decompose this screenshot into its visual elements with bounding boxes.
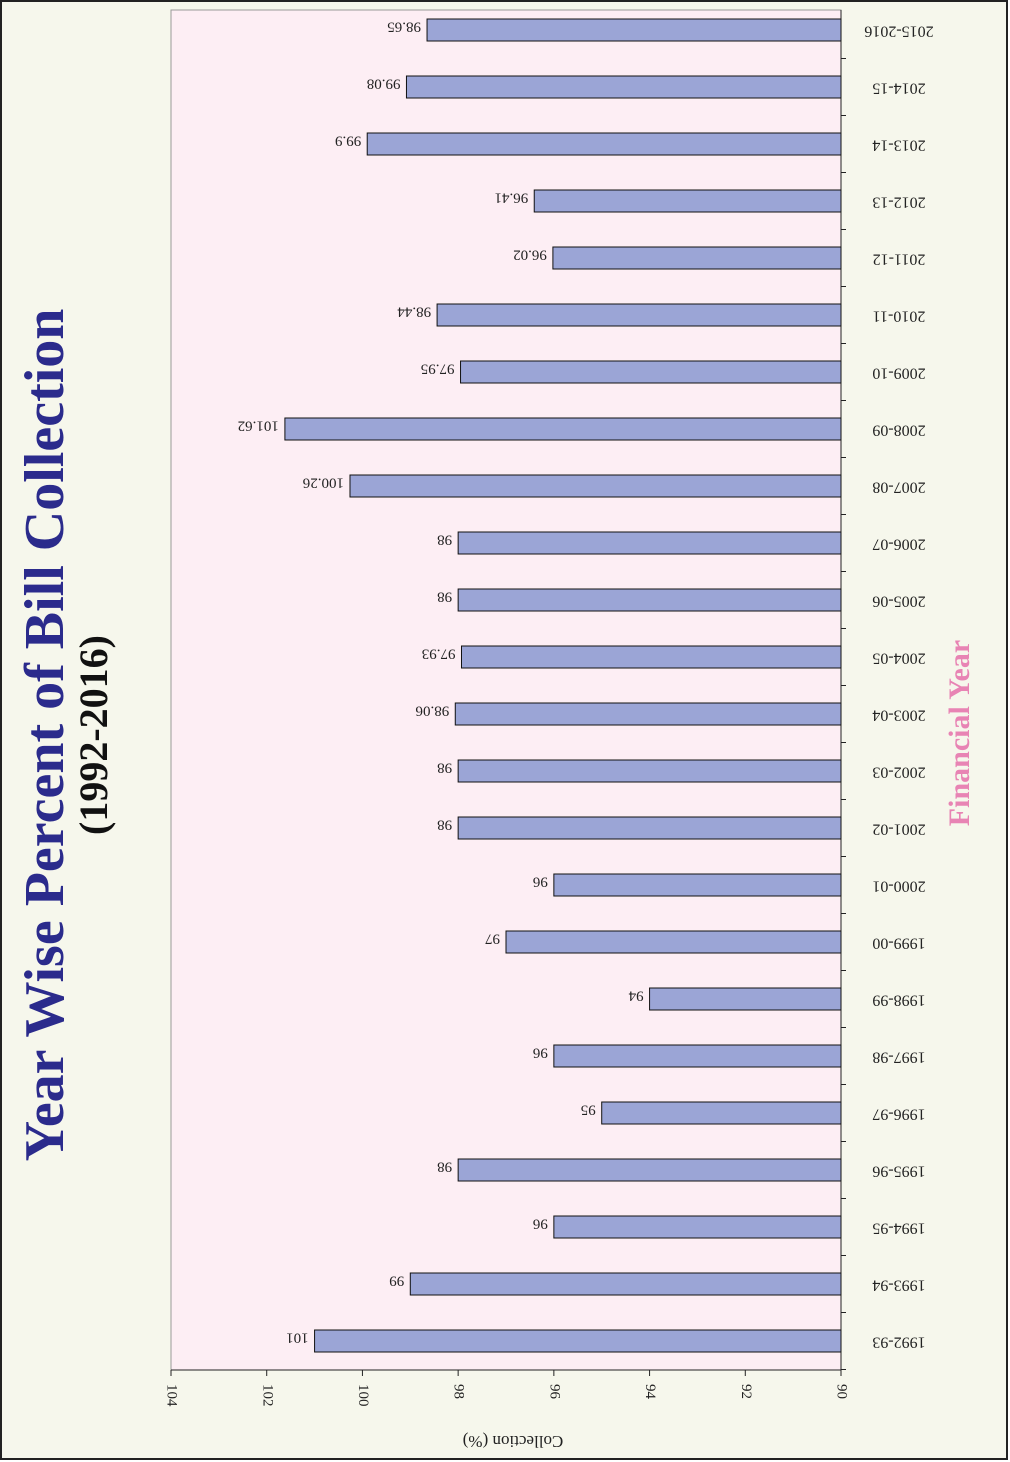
value-label: 98.06: [415, 703, 449, 719]
x-tick-label: 1993-94: [872, 1276, 925, 1293]
bar: [553, 1044, 842, 1068]
bar: [457, 759, 842, 783]
value-label: 95: [581, 1102, 596, 1118]
bar: [314, 1329, 842, 1353]
x-tick-label: 2012-13: [872, 193, 925, 210]
x-tick-label: 1995-96: [872, 1162, 925, 1179]
bar: [533, 189, 842, 213]
value-label: 94: [628, 988, 644, 1004]
y-tick-label: 98: [451, 1384, 467, 1399]
x-tick-label: 2002-03: [872, 763, 925, 780]
value-label: 98: [437, 589, 452, 605]
x-tick-label: 2010-11: [873, 307, 926, 324]
value-label: 99: [389, 1273, 404, 1289]
bar: [284, 417, 842, 441]
bar: [366, 132, 842, 156]
value-label: 98: [437, 760, 452, 776]
bar: [505, 930, 842, 954]
value-label: 98.65: [387, 19, 421, 35]
y-tick-label: 96: [546, 1384, 562, 1400]
x-tick-label: 1998-99: [872, 991, 925, 1008]
bar: [552, 246, 842, 270]
value-label: 98: [437, 817, 452, 833]
bar: [460, 360, 842, 384]
y-tick-label: 104: [164, 1384, 180, 1407]
x-tick-label: 2007-08: [872, 478, 925, 495]
value-label: 98.44: [397, 304, 431, 320]
x-tick-label: 2003-04: [872, 706, 925, 723]
x-tick-label: 2008-09: [872, 421, 925, 438]
value-label: 96.41: [494, 190, 528, 206]
value-label: 97: [485, 931, 501, 947]
value-label: 101.62: [238, 418, 279, 434]
value-label: 99.08: [367, 76, 401, 92]
bar: [457, 1158, 842, 1182]
value-label: 96: [532, 1216, 548, 1232]
x-tick-label: 2005-06: [872, 592, 925, 609]
bar: [553, 1215, 842, 1239]
bar: [649, 987, 842, 1011]
x-tick-label: 1996-97: [872, 1105, 925, 1122]
x-tick-label: 2014-15: [872, 79, 925, 96]
value-label: 96.02: [513, 247, 547, 263]
bar: [409, 1272, 842, 1296]
value-label: 96: [532, 874, 548, 890]
y-tick-label: 90: [834, 1384, 850, 1399]
bar: [454, 702, 842, 726]
value-label: 96: [532, 1045, 548, 1061]
category-axis-title: Financial Year: [943, 640, 976, 826]
bar: [426, 18, 842, 42]
x-tick-label: 1994-95: [872, 1219, 925, 1236]
value-label: 99.9: [335, 133, 361, 149]
x-tick-label: 1992-93: [872, 1333, 925, 1350]
y-tick-label: 92: [738, 1384, 754, 1399]
x-tick-label: 2015-2016: [864, 22, 933, 39]
bar: [601, 1101, 842, 1125]
x-tick-label: 2009-10: [872, 364, 925, 381]
y-tick-label: 94: [642, 1384, 658, 1400]
value-label: 97.95: [421, 361, 455, 377]
x-tick-label: 2013-14: [872, 136, 925, 153]
chart-subtitle: (1992-2016): [71, 635, 116, 835]
bar: [436, 303, 842, 327]
bar: [457, 816, 842, 840]
bar: [457, 531, 842, 555]
bar: [460, 645, 842, 669]
bar: [553, 873, 842, 897]
value-label: 100.26: [302, 475, 344, 491]
bar: [349, 474, 842, 498]
x-tick-label: 2000-01: [872, 877, 925, 894]
x-tick-label: 1997-98: [872, 1048, 925, 1065]
chart-title: Year Wise Percent of Bill Collection: [14, 309, 76, 1162]
x-tick-label: 2006-07: [872, 535, 925, 552]
x-tick-label: 2001-02: [872, 820, 925, 837]
bar: [405, 75, 842, 99]
value-axis-title: Collection (%): [463, 1432, 564, 1451]
value-label: 97.93: [422, 646, 456, 662]
x-tick-label: 1999-00: [872, 934, 925, 951]
value-label: 98: [437, 532, 452, 548]
value-label: 98: [437, 1159, 452, 1175]
bar: [457, 588, 842, 612]
plot-area: [170, 9, 842, 1371]
y-tick-label: 100: [355, 1384, 371, 1407]
y-tick-label: 102: [259, 1384, 275, 1407]
x-tick-label: 2011-12: [873, 250, 926, 267]
x-tick-label: 2004-05: [872, 649, 925, 666]
value-label: 101: [286, 1330, 309, 1346]
